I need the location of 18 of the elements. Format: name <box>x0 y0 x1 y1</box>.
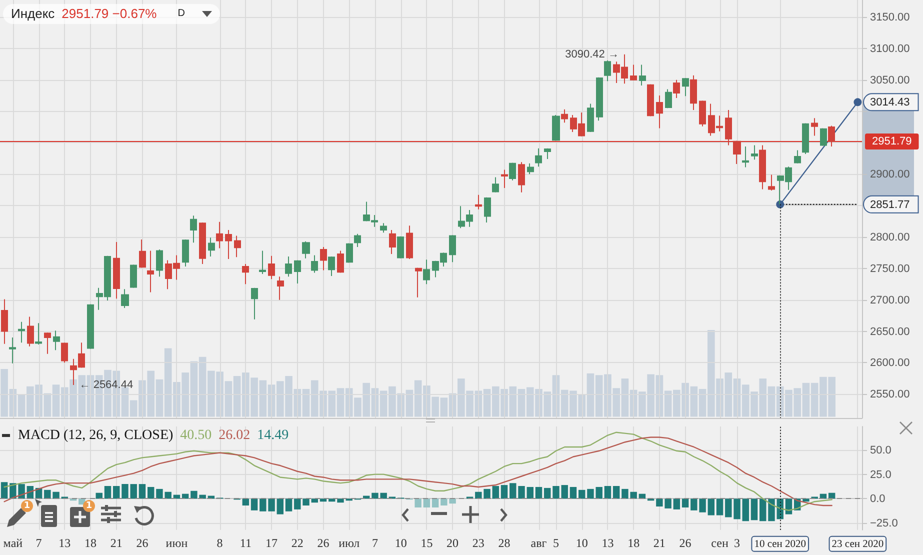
y-tick-label: 3050.00 <box>870 74 910 86</box>
annotation: D <box>178 7 185 21</box>
y-tick-label: 3100.00 <box>870 42 910 55</box>
y-tick-label: 2800.00 <box>870 231 910 244</box>
y-tick-label: 2600.00 <box>870 357 910 370</box>
annotation: ← 2564.44 <box>79 379 134 392</box>
ref-line-label: 2951.79 <box>872 136 912 148</box>
y-tick-label: 2650.00 <box>870 326 910 338</box>
y-tick-label: 3150.00 <box>870 11 910 24</box>
y-tick-label: 2550.00 <box>870 388 910 401</box>
y-tick-label: 3014.43 <box>870 96 910 109</box>
y-tick-label: 2750.00 <box>870 262 910 275</box>
y-tick-label: 2851.77 <box>870 198 910 211</box>
chart-title: Индекс <box>11 6 55 22</box>
y-tick-label: 2900.00 <box>870 168 910 181</box>
annotation: 2951.79 −0.67% <box>62 6 157 22</box>
annotation: 3090.42 → <box>565 48 619 60</box>
y-tick-label: 2700.00 <box>870 294 910 306</box>
